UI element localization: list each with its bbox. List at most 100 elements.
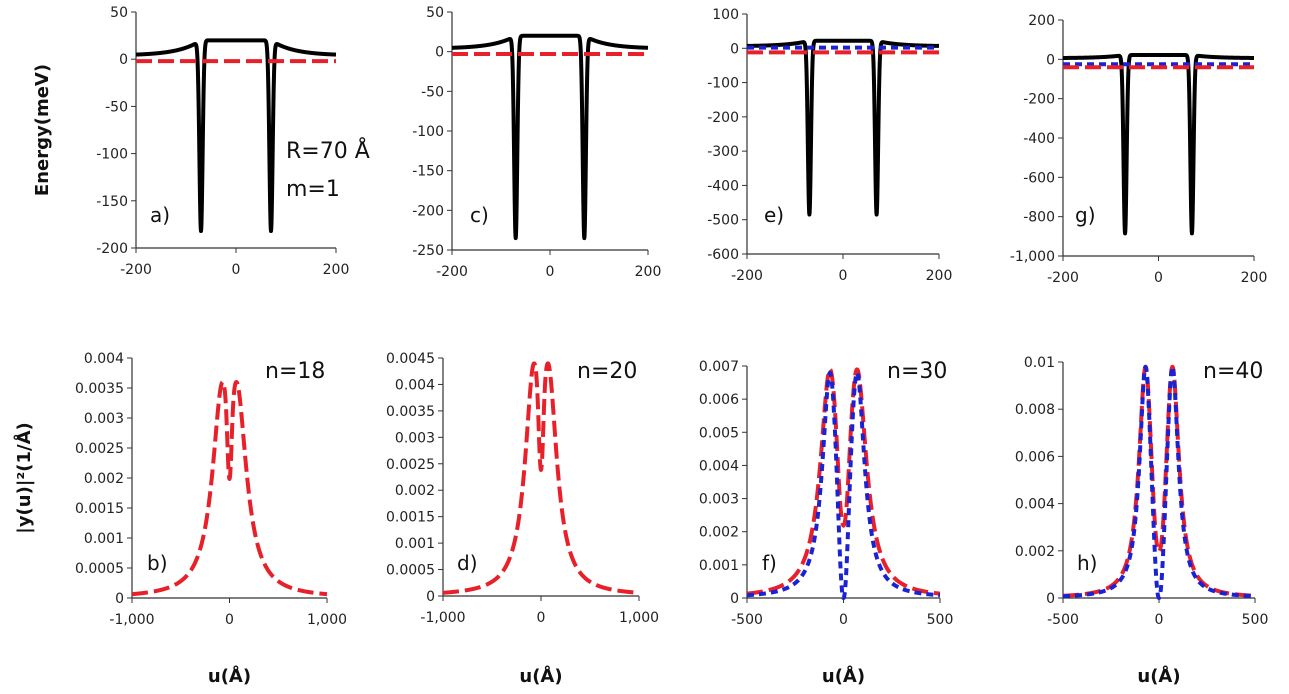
panel-label: e) (764, 203, 784, 227)
y-tick-label: 0.0025 (386, 457, 435, 473)
panel-e: 100 0 -100 -200 -300 -400 -500 -600 -200 0 200 e) (707, 7, 952, 284)
y-axis-title: Energy(meV) (32, 64, 53, 196)
y-tick-label: 0 (730, 591, 739, 607)
y-tick-label: 0.0045 (386, 351, 435, 367)
series-potential-0 (450, 33, 650, 241)
x-tick-label: 0 (232, 262, 241, 278)
x-axis-title: u(Å) (822, 664, 865, 687)
y-tick-label: 0 (730, 41, 739, 57)
y-tick-label: 0 (1046, 52, 1055, 68)
y-tick-label: 0.006 (699, 392, 739, 408)
y-tick-label: 0.0005 (386, 563, 435, 579)
y-tick-label: 50 (110, 5, 128, 21)
y-tick-label: 0.0035 (386, 404, 435, 420)
y-tick-label: 0.006 (1015, 449, 1055, 465)
x-tick-label: 500 (1242, 612, 1269, 628)
panel-b: 0.004 0.0035 0.003 0.0025 0.002 0.0015 0.001 0.… (12, 351, 347, 687)
panel-a: 50 0 -50 -100 -150 -200 -200 0 200 a) R=70 Å m=1 Ene… (32, 5, 370, 278)
y-tick-label: 0 (119, 52, 128, 68)
y-tick-label: 0 (115, 591, 124, 607)
x-tick-label: 200 (323, 262, 350, 278)
y-tick-label: 100 (712, 7, 739, 23)
y-tick-label: 0.0005 (75, 561, 124, 577)
y-tick-label: -200 (412, 203, 444, 219)
x-tick-label: 0 (839, 612, 848, 628)
panel-label: b) (147, 551, 168, 575)
y-tick-label: -200 (1023, 92, 1055, 108)
panel-label: g) (1075, 203, 1096, 227)
y-tick-label: -400 (707, 178, 739, 194)
y-tick-label: 0.002 (395, 483, 435, 499)
annotation: n=20 (577, 359, 637, 384)
y-tick-label: 200 (1028, 13, 1055, 29)
y-tick-label: -50 (105, 99, 128, 115)
y-tick-label: -300 (707, 144, 739, 160)
y-tick-label: 0.001 (699, 558, 739, 574)
y-tick-label: -600 (707, 247, 739, 263)
y-tick-label: 0.002 (699, 525, 739, 541)
y-tick-label: 0 (435, 45, 444, 61)
panel-label: f) (762, 551, 777, 575)
y-tick-label: 0.008 (1015, 402, 1055, 418)
y-tick-label: -600 (1023, 170, 1055, 186)
panel-d: 0.0045 0.004 0.0035 0.003 0.0025 0.002 0.0015 0… (386, 351, 659, 687)
series-potential-0 (1061, 53, 1256, 236)
y-tick-label: 0.0015 (75, 501, 124, 517)
panel-label: c) (470, 203, 489, 227)
y-tick-label: 0.0015 (386, 510, 435, 526)
x-tick-label: -1,000 (420, 610, 465, 626)
y-tick-label: 0.004 (1015, 497, 1055, 513)
x-tick-label: -500 (731, 612, 763, 628)
y-tick-label: 0.004 (395, 377, 435, 393)
y-tick-label: -500 (707, 213, 739, 229)
series-potential-0 (134, 38, 338, 234)
y-tick-label: 0.01 (1024, 355, 1055, 371)
y-tick-label: 0.001 (84, 531, 124, 547)
annotation: m=1 (286, 177, 340, 202)
y-tick-label: 0.002 (84, 471, 124, 487)
series-density-1 (745, 370, 942, 600)
panel-f: 0.007 0.006 0.005 0.004 0.003 0.002 0.001 0 -500… (699, 359, 953, 687)
y-tick-label: 50 (426, 5, 444, 21)
y-tick-label: 0.001 (395, 536, 435, 552)
y-tick-label: -200 (707, 110, 739, 126)
y-tick-label: 0.003 (395, 430, 435, 446)
x-tick-label: -200 (120, 262, 152, 278)
x-tick-label: -500 (1047, 612, 1079, 628)
x-tick-label: 0 (225, 612, 234, 628)
x-axis-title: u(Å) (1137, 664, 1180, 687)
x-tick-label: 200 (635, 264, 662, 280)
panel-c: 50 0 -50 -100 -150 -200 -250 -200 0 200 c) (412, 5, 661, 280)
x-tick-label: -200 (731, 268, 763, 284)
panel-h: 0.01 0.008 0.006 0.004 0.002 0 -500 0 500 h) n=40 u… (1015, 355, 1268, 687)
y-axis-title: |y(u)|²(1/Å) (12, 422, 35, 534)
panel-label: d) (457, 551, 478, 575)
y-tick-label: -250 (412, 243, 444, 259)
x-tick-label: 0 (1155, 612, 1164, 628)
annotation: n=18 (265, 359, 325, 384)
y-tick-label: 0.0025 (75, 441, 124, 457)
y-tick-label: 0.003 (699, 492, 739, 508)
x-tick-label: 0 (1154, 270, 1163, 286)
y-tick-label: -1,000 (1010, 249, 1055, 265)
x-tick-label: 200 (926, 268, 953, 284)
x-tick-label: 0 (546, 264, 555, 280)
x-tick-label: 0 (839, 268, 848, 284)
x-tick-label: 0 (537, 610, 546, 626)
x-tick-label: 500 (927, 612, 954, 628)
series-density-0 (130, 380, 329, 597)
y-tick-label: 0.004 (699, 458, 739, 474)
panel-label: h) (1077, 551, 1097, 575)
y-tick-label: 0.0035 (75, 381, 124, 397)
x-tick-label: 1,000 (307, 612, 347, 628)
x-axis-title: u(Å) (208, 664, 251, 687)
y-tick-label: -100 (707, 76, 739, 92)
y-tick-label: 0 (426, 589, 435, 605)
series-density-0 (441, 361, 641, 595)
y-tick-label: -400 (1023, 131, 1055, 147)
panel-g: 200 0 -200 -400 -600 -800 -1,000 -200 0 200 g) (1010, 13, 1268, 286)
y-tick-label: -100 (412, 124, 444, 140)
x-tick-label: 1,000 (619, 610, 659, 626)
y-tick-label: 0.002 (1015, 544, 1055, 560)
